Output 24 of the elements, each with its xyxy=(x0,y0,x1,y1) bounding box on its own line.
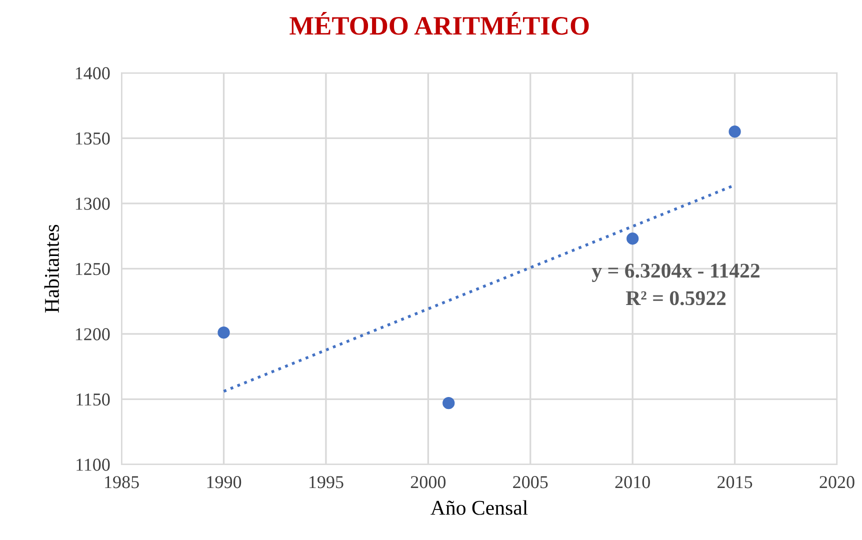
point xyxy=(442,396,455,410)
y-tick-label: 1300 xyxy=(76,198,110,210)
x-tick-label: 2005 xyxy=(513,476,548,488)
y-tick-label: 1150 xyxy=(76,393,110,406)
point xyxy=(218,326,230,339)
y-tick-label: 1250 xyxy=(76,262,110,276)
annotation: y = 6.3204x - 11422 xyxy=(592,264,760,282)
x-axis-title: Año Censal xyxy=(430,500,528,515)
y-axis-title: Habitantes xyxy=(44,224,59,313)
x-tick-label: 1995 xyxy=(309,476,344,488)
chart-title: MÉTODO ARITMÉTICO xyxy=(290,12,589,35)
x-tick-label: 2020 xyxy=(820,476,854,488)
point xyxy=(728,126,741,138)
x-tick-label: 1990 xyxy=(207,476,242,488)
x-tick-label: 2000 xyxy=(410,476,446,488)
x-tick-label: 2010 xyxy=(615,476,650,488)
point xyxy=(626,232,639,245)
y-tick-label: 1400 xyxy=(76,67,110,80)
x-tick-label: 1985 xyxy=(105,476,139,488)
x-tick-label: 2015 xyxy=(718,476,752,488)
y-tick-label: 1350 xyxy=(76,132,110,145)
annotation: R² = 0.5922 xyxy=(626,291,726,306)
y-tick-label: 1200 xyxy=(76,328,110,340)
y-tick-label: 1100 xyxy=(76,458,110,471)
